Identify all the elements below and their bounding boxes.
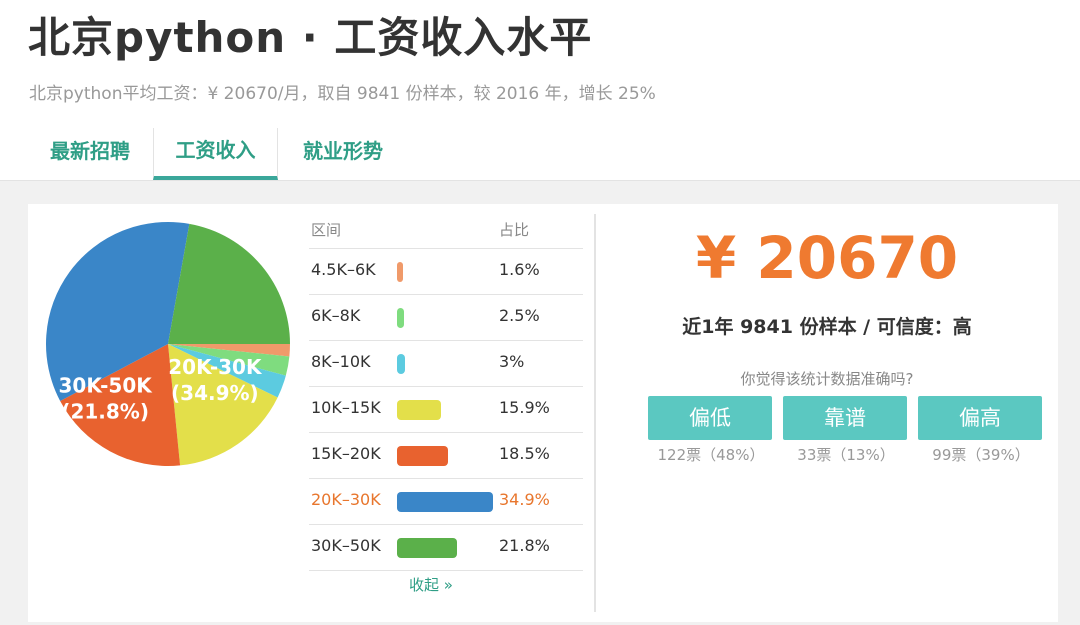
table-row: 15K–20K 18.5% [309,432,583,479]
page-subtitle: 北京python平均工资：¥ 20670/月，取自 9841 份样本，较 201… [29,84,656,104]
vote-accurate-count: 33票（13%） [797,446,895,464]
collapse-link[interactable]: 收起 » [409,576,453,594]
row-percent: 15.9% [499,398,550,417]
row-range: 10K–15K [311,398,381,417]
row-percent: 2.5% [499,306,540,325]
vote-low: 偏低 122票（48%） [648,396,774,465]
table-row: 10K–15K 15.9% [309,386,583,433]
row-bar [397,308,404,328]
vote-high: 偏高 99票（39%） [918,396,1044,465]
tab-latest-jobs[interactable]: 最新招聘 [50,139,130,163]
pie-slice-8k-10k [168,344,286,398]
tab-employment[interactable]: 就业形势 [303,139,383,163]
row-range: 8K–10K [311,352,371,371]
pie-slice-6k-8k [168,344,290,376]
salary-card: 20K-30K (34.9%) 30K-50K (21.8%) 区间 占比 4.5K–… [28,204,1058,622]
row-bar [397,446,448,466]
pie-svg: 20K-30K(34.9%) 30K-50K(21.8%) [46,222,290,466]
row-range: 4.5K–6K [311,260,376,279]
summary-panel: ¥ 20670 近1年 9841 份样本 / 可信度：高 你觉得该统计数据准确吗… [596,204,1058,622]
table-row: 6K–8K 2.5% [309,294,583,341]
page-header: 北京python · 工资收入水平 北京python平均工资：¥ 20670/月… [0,0,1080,181]
vote-accurate: 靠谱 33票（13%） [783,396,909,465]
row-bar [397,400,441,420]
row-range: 15K–20K [311,444,381,463]
row-bar [397,538,457,558]
table-row: 8K–10K 3% [309,340,583,387]
vote-low-count: 122票（48%） [657,446,765,464]
pie-slice-10k-15k [168,344,278,466]
pie-label-name: 30K-50K [59,374,154,398]
pie-slice-30k-50k [168,223,290,344]
row-bar [397,262,403,282]
row-bar [397,492,493,512]
pie-slice-15k-20k [60,344,181,466]
tab-salary[interactable]: 工资收入 [153,128,278,180]
row-range: 30K–50K [311,536,381,555]
table-row: 30K–50K 21.8% [309,524,583,571]
vote-high-count: 99票（39%） [932,446,1030,464]
page-title: 北京python · 工资收入水平 [28,13,593,62]
vote-accurate-button[interactable]: 靠谱 [783,396,907,440]
row-bar [397,354,405,374]
row-range: 6K–8K [311,306,361,325]
pie-slice-20k-30k [46,222,190,402]
table-header: 区间 占比 [309,204,583,249]
row-percent: 21.8% [499,536,550,555]
pie-label-percent: (34.9%) [171,381,259,405]
column-header-ratio: 占比 [499,221,530,239]
column-header-range: 区间 [311,221,342,239]
vote-low-button[interactable]: 偏低 [648,396,772,440]
row-range: 20K–30K [311,490,381,509]
salary-pie-chart: 20K-30K (34.9%) 30K-50K (21.8%) [44,220,292,468]
average-salary: ¥ 20670 [695,224,959,292]
pie-label-percent: (21.8%) [61,400,149,424]
vote-high-button[interactable]: 偏高 [918,396,1042,440]
sample-info: 近1年 9841 份样本 / 可信度：高 [682,316,972,338]
pie-label-name: 20K-30K [168,355,263,379]
table-row: 20K–30K 34.9% [309,478,583,525]
row-percent: 3% [499,352,525,371]
row-percent: 34.9% [499,490,550,509]
divider [594,214,596,612]
accuracy-question: 你觉得该统计数据准确吗? [740,370,914,388]
row-percent: 18.5% [499,444,550,463]
pie-slice-4.5k-6k [168,344,290,357]
table-row: 4.5K–6K 1.6% [309,248,583,295]
row-percent: 1.6% [499,260,540,279]
